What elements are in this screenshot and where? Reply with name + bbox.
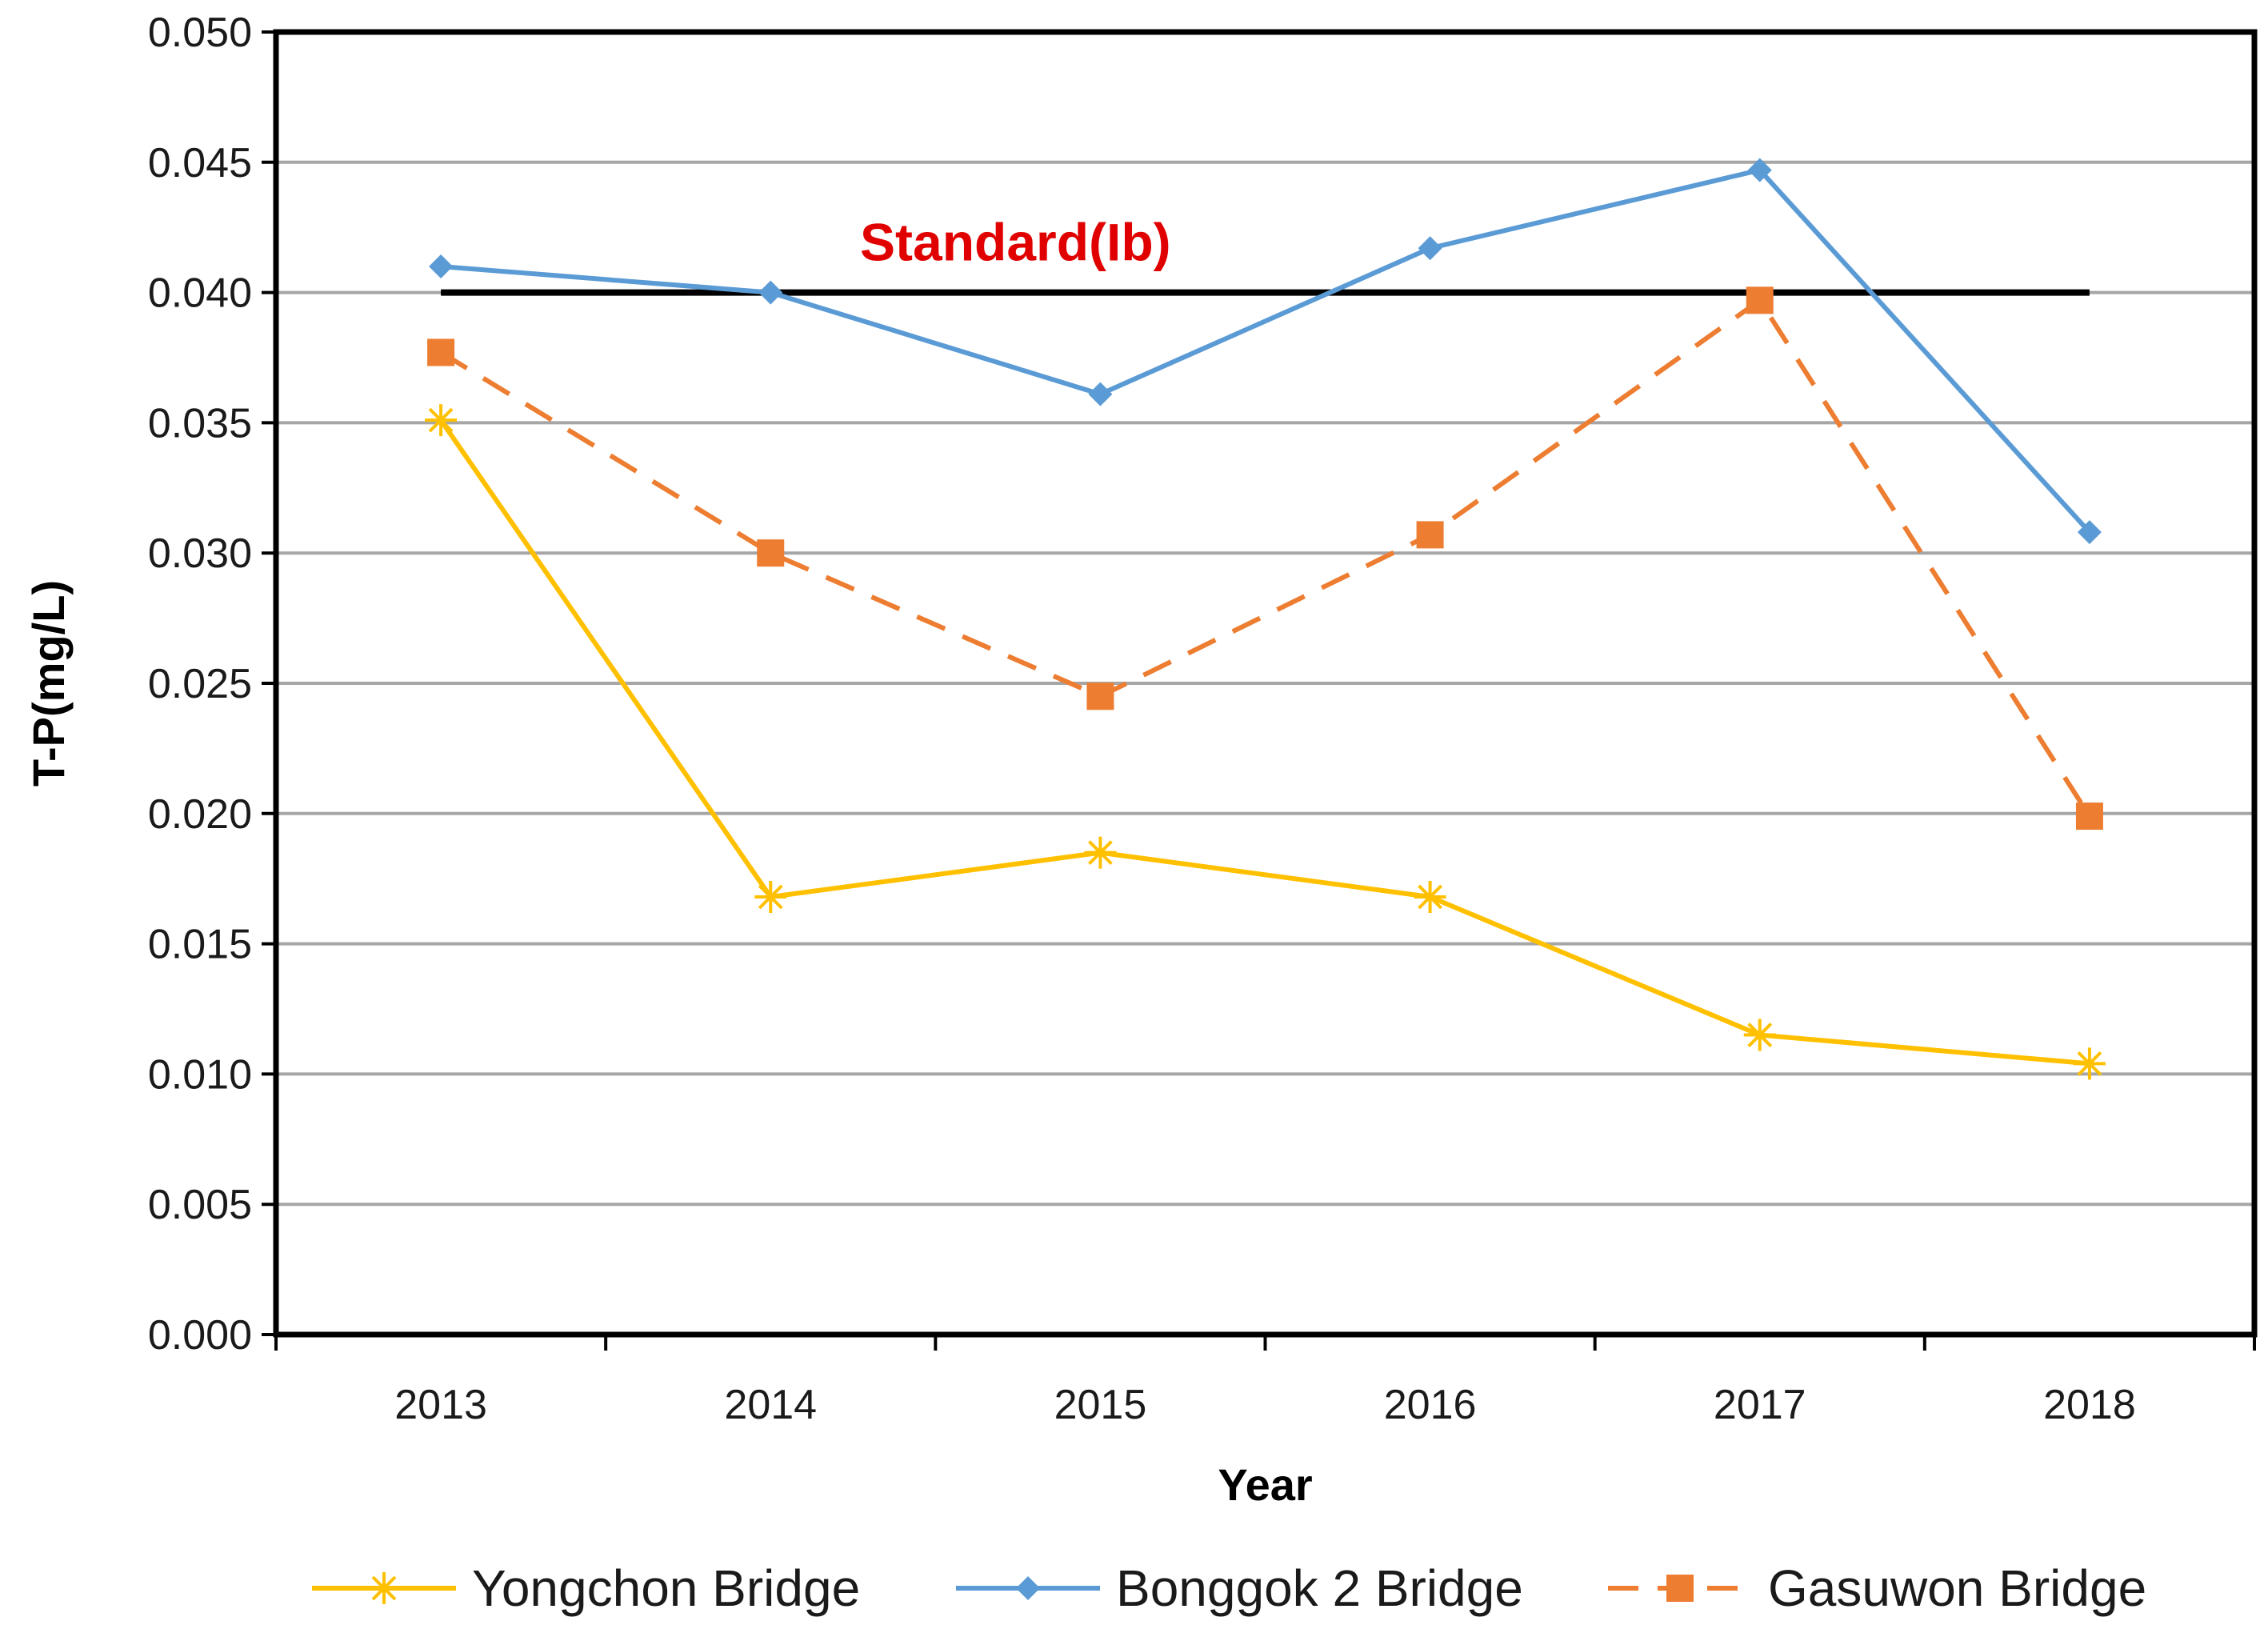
x-axis-ticks: 2013 2014 2015 2016 2017 2018 xyxy=(274,1335,2256,1428)
x-tick-label: 2014 xyxy=(724,1382,817,1428)
y-axis-ticks: 0.000 0.005 0.010 0.015 0.020 0.025 0.030 0.035… xyxy=(148,10,276,1359)
legend-item: Gasuwon Bridge xyxy=(1608,1559,2146,1617)
legend-marker xyxy=(1016,1576,1040,1600)
legend-label: Yongchon Bridge xyxy=(472,1559,860,1617)
x-tick-label: 2013 xyxy=(394,1382,487,1428)
y-tick-label: 0.035 xyxy=(148,400,252,446)
y-tick-label: 0.030 xyxy=(148,530,252,577)
y-tick-label: 0.005 xyxy=(148,1182,252,1228)
data-point-bonggok-2-bridge xyxy=(429,254,454,279)
data-point-gasuwon-bridge xyxy=(2075,802,2103,831)
data-point-yongchon-bridge xyxy=(1414,880,1446,913)
y-tick-label: 0.025 xyxy=(148,661,252,707)
data-point-gasuwon-bridge xyxy=(1086,682,1114,710)
data-point-bonggok-2-bridge xyxy=(1418,236,1442,261)
x-tick-label: 2015 xyxy=(1054,1382,1147,1428)
grid-lines xyxy=(276,160,2254,1207)
y-tick-label: 0.050 xyxy=(148,10,252,56)
data-point-yongchon-bridge xyxy=(425,404,458,437)
legend-label: Gasuwon Bridge xyxy=(1768,1559,2146,1617)
y-tick-label: 0.045 xyxy=(148,140,252,186)
legend-item: Bonggok 2 Bridge xyxy=(956,1559,1523,1617)
data-point-bonggok-2-bridge xyxy=(758,280,783,305)
x-tick-label: 2016 xyxy=(1384,1382,1477,1428)
legend-label: Bonggok 2 Bridge xyxy=(1116,1559,1523,1617)
data-point-gasuwon-bridge xyxy=(1416,521,1444,549)
data-point-bonggok-2-bridge xyxy=(2077,520,2102,545)
y-tick-label: 0.000 xyxy=(148,1312,252,1359)
series-lines xyxy=(425,158,2106,1080)
y-tick-label: 0.015 xyxy=(148,922,252,968)
legend-marker xyxy=(1666,1575,1694,1602)
data-point-gasuwon-bridge xyxy=(757,539,785,567)
data-point-gasuwon-bridge xyxy=(1746,286,1774,314)
series-line-bonggok-2-bridge xyxy=(440,167,2092,534)
series-line-yongchon-bridge xyxy=(438,418,2090,1067)
legend-marker xyxy=(368,1572,400,1604)
y-tick-label: 0.010 xyxy=(148,1051,252,1098)
data-point-yongchon-bridge xyxy=(1743,1019,1776,1051)
y-tick-label: 0.020 xyxy=(148,791,252,838)
legend: Yongchon Bridge Bonggok 2 Bridge Gasuwon B… xyxy=(312,1559,2146,1617)
data-point-gasuwon-bridge xyxy=(427,338,455,366)
reference-line-label: Standard(Ib) xyxy=(860,213,1171,272)
x-tick-label: 2018 xyxy=(2043,1382,2136,1428)
data-point-yongchon-bridge xyxy=(2073,1047,2106,1080)
legend-item: Yongchon Bridge xyxy=(312,1559,860,1617)
x-tick-label: 2017 xyxy=(1714,1382,1806,1428)
y-axis-title: T-P(mg/L) xyxy=(23,580,74,786)
data-point-bonggok-2-bridge xyxy=(1747,158,1772,182)
data-point-yongchon-bridge xyxy=(1084,836,1117,869)
data-point-bonggok-2-bridge xyxy=(1088,382,1113,406)
x-axis-title: Year xyxy=(1218,1459,1312,1510)
y-tick-label: 0.040 xyxy=(148,270,252,317)
data-point-yongchon-bridge xyxy=(754,880,787,913)
series-line-gasuwon-bridge xyxy=(439,298,2092,818)
